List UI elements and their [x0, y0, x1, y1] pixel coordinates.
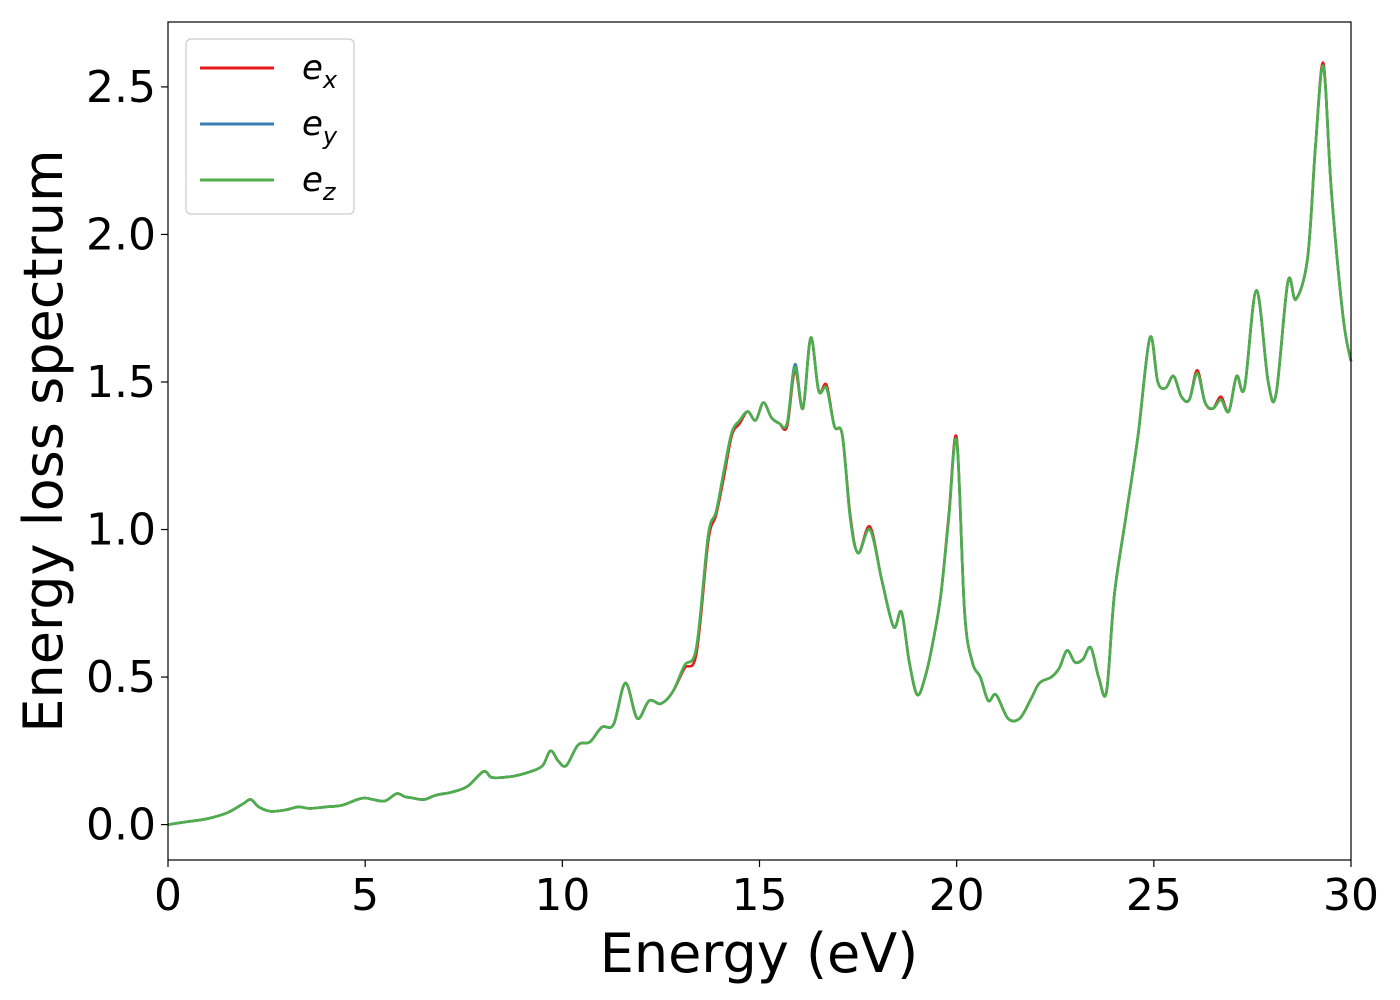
x-axis-ticks: 0 5 10 15 20 25 30: [154, 860, 1379, 921]
legend-label-z: ez: [302, 160, 337, 206]
y-tick-label: 2.0: [86, 209, 156, 260]
x-tick-label: 15: [732, 870, 788, 921]
legend: ex ey ez: [185, 38, 355, 215]
series-layer: [167, 61, 1353, 826]
y-tick-label: 2.5: [86, 62, 156, 113]
y-tick-label: 0.5: [86, 652, 156, 703]
series-line-z: [167, 64, 1353, 826]
x-tick-label: 10: [534, 870, 590, 921]
plot-area-background: [168, 22, 1351, 860]
y-tick-label: 1.5: [86, 357, 156, 408]
legend-label-x: ex: [302, 48, 338, 94]
x-tick-label: 30: [1323, 870, 1379, 921]
x-tick-label: 5: [351, 870, 379, 921]
legend-label-y: ey: [302, 104, 338, 150]
y-tick-label: 0.0: [86, 800, 156, 851]
x-tick-label: 0: [154, 870, 182, 921]
y-axis-ticks: 0.0 0.5 1.0 1.5 2.0 2.5: [86, 62, 168, 851]
x-tick-label: 25: [1126, 870, 1182, 921]
x-axis-title: Energy (eV): [600, 922, 919, 985]
x-tick-label: 20: [929, 870, 985, 921]
y-tick-label: 1.0: [86, 505, 156, 556]
y-axis-title: Energy loss spectrum: [12, 149, 75, 732]
legend-box: [185, 38, 355, 215]
